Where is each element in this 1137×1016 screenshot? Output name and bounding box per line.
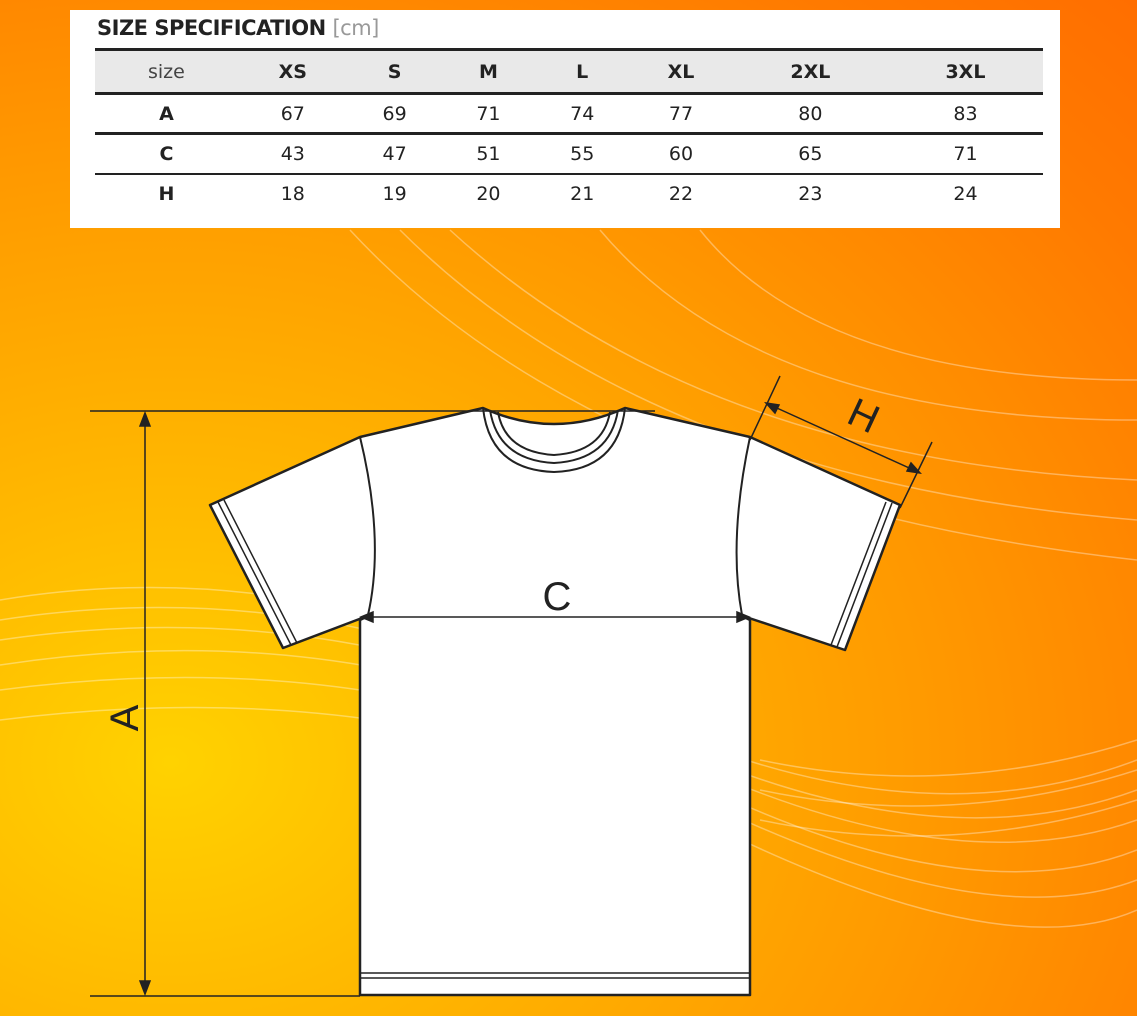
value-cell: 74 — [570, 102, 595, 125]
header-cell: S — [387, 60, 402, 83]
c-arrow-right — [736, 610, 751, 624]
a-arrow-top — [138, 410, 152, 427]
table-row: A 67 69 71 74 77 80 83 — [95, 94, 1043, 134]
value-cell: 47 — [382, 142, 407, 165]
right-sleeve-hem — [830, 501, 893, 648]
size-spec-table-panel: SIZE SPECIFICATION [cm] size XS S M L XL… — [70, 10, 1060, 228]
row-label-cell: A — [159, 102, 174, 125]
value-cell: 22 — [668, 183, 694, 205]
header-cell: XL — [667, 60, 695, 83]
value-cell: 69 — [382, 102, 407, 125]
value-cell: 21 — [570, 183, 595, 205]
header-cell: size — [148, 60, 185, 83]
value-cell: 24 — [953, 183, 978, 205]
left-armhole-seam — [359, 436, 376, 616]
h-arrow-left — [764, 401, 781, 415]
table-header-row: size XS S M L XL 2XL 3XL — [95, 49, 1043, 94]
value-cell: 55 — [570, 142, 595, 165]
value-cell: 71 — [476, 102, 501, 125]
value-cell: 80 — [798, 102, 823, 125]
table-row: C 43 47 51 55 60 65 71 — [95, 134, 1043, 174]
collar-outer — [482, 407, 626, 474]
a-arrow-bottom — [138, 980, 152, 997]
spec-title: SIZE SPECIFICATION [cm] — [97, 16, 379, 40]
h-extension-left — [749, 375, 781, 441]
row-label-cell: C — [159, 142, 174, 165]
left-sleeve-hem — [217, 499, 298, 646]
collar-rib — [497, 411, 611, 457]
spec-unit: [cm] — [332, 16, 379, 40]
spec-title-text: SIZE SPECIFICATION — [97, 16, 326, 40]
size-table: size XS S M L XL 2XL 3XL A 67 69 71 74 77 80 83… — [95, 48, 1043, 214]
h-arrow-right — [905, 461, 922, 475]
value-cell: 18 — [280, 183, 305, 205]
label-h: H — [841, 390, 886, 442]
h-dimension-line — [767, 403, 919, 473]
c-arrow-left — [359, 610, 374, 624]
value-cell: 20 — [476, 183, 501, 205]
h-extension-right — [899, 441, 933, 509]
value-cell: 23 — [798, 183, 823, 205]
right-armhole-seam — [735, 436, 751, 616]
value-cell: 77 — [668, 102, 694, 125]
header-cell: 3XL — [945, 60, 986, 83]
table-row: H 18 19 20 21 22 23 24 — [95, 174, 1043, 214]
header-cell: 2XL — [790, 60, 831, 83]
label-c: C — [543, 575, 572, 619]
label-a: A — [103, 704, 147, 731]
value-cell: 83 — [953, 102, 978, 125]
value-cell: 19 — [382, 183, 407, 205]
value-cell: 51 — [476, 142, 501, 165]
header-cell: L — [576, 60, 589, 83]
header-cell: XS — [278, 60, 307, 83]
collar-inner — [489, 409, 619, 465]
value-cell: 43 — [280, 142, 305, 165]
tshirt-outline — [208, 406, 902, 997]
value-cell: 60 — [668, 142, 694, 165]
value-cell: 65 — [798, 142, 823, 165]
row-label-cell: H — [158, 183, 175, 205]
bottom-hem — [360, 972, 750, 979]
value-cell: 71 — [953, 142, 978, 165]
value-cell: 67 — [280, 102, 305, 125]
header-cell: M — [478, 60, 498, 83]
